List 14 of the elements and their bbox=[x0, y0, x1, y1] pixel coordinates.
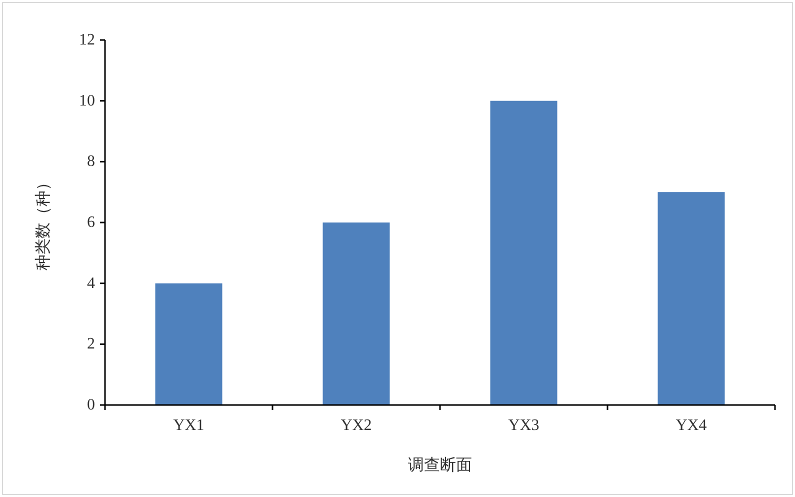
y-axis-title: 种类数（种） bbox=[34, 174, 52, 270]
y-tick-label: 6 bbox=[87, 214, 95, 231]
y-tick-label: 8 bbox=[87, 153, 95, 170]
y-tick-label: 10 bbox=[79, 92, 95, 110]
x-axis-title: 调查断面 bbox=[408, 456, 472, 474]
x-tick-label: YX1 bbox=[173, 417, 204, 434]
x-tick-label: YX2 bbox=[340, 417, 372, 434]
y-tick-label: 2 bbox=[87, 336, 95, 353]
x-tick-label: YX3 bbox=[508, 417, 540, 434]
y-tick-label: 0 bbox=[87, 396, 95, 414]
y-tick-label: 12 bbox=[79, 32, 95, 48]
y-tick-label: 4 bbox=[87, 274, 95, 292]
x-tick-label: YX4 bbox=[676, 417, 707, 434]
plot: 0 2 4 6 8 10 12 YX1 YX2 YX3 YX4 bbox=[79, 32, 776, 434]
